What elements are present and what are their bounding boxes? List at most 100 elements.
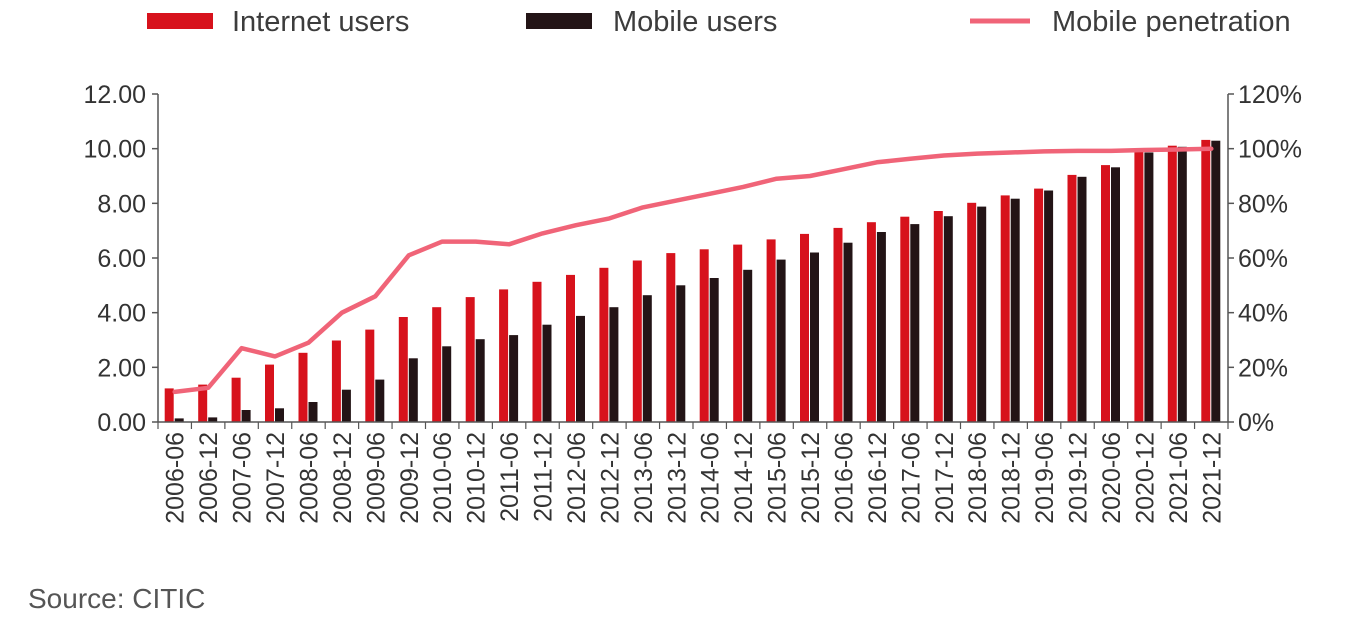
- y-tick-label-right: 100%: [1238, 136, 1302, 164]
- bar-internet-users: [766, 239, 776, 422]
- x-tick-label: 2009-06: [362, 432, 390, 524]
- bar-internet-users: [164, 388, 174, 422]
- x-tick-label: 2015-12: [797, 432, 825, 524]
- bar-internet-users: [833, 227, 843, 422]
- bar-internet-users: [1167, 145, 1177, 422]
- x-tick-label: 2013-12: [663, 432, 691, 524]
- y-tick-label-left: 12.00: [83, 81, 146, 109]
- bar-internet-users: [632, 260, 642, 422]
- bar-internet-users: [298, 352, 308, 422]
- chart-svg: Internet users Mobile users Mobile penet…: [83, 6, 1302, 524]
- bar-mobile-users: [509, 335, 519, 422]
- bar-mobile-users: [1077, 176, 1087, 422]
- bar-internet-users: [398, 317, 408, 422]
- bar-mobile-users: [1211, 140, 1221, 422]
- bar-internet-users: [198, 384, 208, 422]
- x-tick-label: 2017-06: [897, 432, 925, 524]
- x-tick-label: 2015-06: [764, 432, 792, 524]
- legend: Internet users Mobile users Mobile penet…: [147, 6, 1291, 38]
- legend-swatch-mobile: [526, 13, 592, 29]
- y-tick-label-left: 4.00: [97, 300, 146, 328]
- x-tick-label: 2016-06: [830, 432, 858, 524]
- line-layer: [172, 146, 1214, 395]
- legend-label-internet: Internet users: [232, 6, 409, 38]
- bar-mobile-users: [843, 242, 853, 422]
- bar-mobile-users: [408, 358, 418, 422]
- y-tick-label-left: 0.00: [97, 409, 146, 437]
- x-tick-label: 2014-12: [730, 432, 758, 524]
- bar-internet-users: [933, 211, 943, 422]
- bar-internet-users: [265, 364, 274, 422]
- legend-swatch-internet: [147, 13, 213, 29]
- x-tick-label: 2013-06: [630, 432, 658, 524]
- bar-internet-users: [1034, 188, 1044, 422]
- x-tick-label: 2010-06: [429, 432, 457, 524]
- bars: [164, 139, 1221, 423]
- bar-internet-users: [967, 202, 977, 422]
- bar-internet-users: [465, 297, 475, 422]
- bar-mobile-users: [375, 379, 385, 422]
- bar-mobile-users: [1144, 152, 1154, 422]
- x-tick-label: 2009-12: [396, 432, 424, 524]
- x-tick-label: 2006-12: [195, 432, 223, 524]
- bar-internet-users: [365, 329, 375, 422]
- x-tick-label: 2016-12: [864, 432, 892, 524]
- y-tick-label-right: 60%: [1238, 245, 1288, 273]
- y-tick-label-right: 0%: [1238, 409, 1274, 437]
- bar-internet-users: [900, 216, 910, 422]
- bar-mobile-users: [709, 278, 719, 422]
- bar-mobile-users: [1177, 146, 1187, 423]
- legend-label-mobile: Mobile users: [613, 6, 777, 38]
- bar-internet-users: [699, 249, 709, 422]
- bar-mobile-users: [642, 295, 652, 422]
- bar-mobile-users: [743, 269, 753, 422]
- bar-mobile-users: [676, 285, 686, 422]
- x-tick-label: 2018-06: [964, 432, 992, 524]
- x-tick-label: 2012-12: [596, 432, 624, 524]
- bar-mobile-users: [776, 259, 786, 422]
- bar-mobile-users: [1044, 190, 1054, 422]
- bar-internet-users: [1000, 195, 1010, 422]
- x-tick-label: 2010-12: [463, 432, 491, 524]
- x-tick-label: 2014-06: [697, 432, 725, 524]
- bar-mobile-users: [208, 417, 218, 422]
- x-tick-label: 2020-06: [1098, 432, 1126, 524]
- bar-mobile-users: [1010, 198, 1020, 422]
- bar-mobile-users: [576, 315, 585, 422]
- x-tick-label: 2007-06: [229, 432, 257, 524]
- y-tick-label-left: 10.00: [83, 136, 146, 164]
- bar-mobile-users: [910, 224, 920, 422]
- x-tick-label: 2018-12: [998, 432, 1026, 524]
- bar-mobile-users: [341, 389, 351, 422]
- y-tick-label-left: 2.00: [97, 354, 146, 382]
- x-tick-label: 2019-12: [1065, 432, 1093, 524]
- bar-internet-users: [331, 340, 341, 422]
- bar-mobile-users: [475, 339, 485, 422]
- bar-internet-users: [231, 377, 241, 422]
- x-tick-label: 2020-12: [1131, 432, 1159, 524]
- x-tick-label: 2011-12: [530, 432, 558, 522]
- y-tick-label-left: 6.00: [97, 245, 146, 273]
- bar-mobile-users: [542, 324, 552, 422]
- bar-mobile-users: [308, 402, 318, 422]
- bar-mobile-users: [810, 252, 819, 422]
- bar-mobile-users: [241, 410, 251, 422]
- bar-internet-users: [566, 274, 575, 422]
- x-tick-label: 2019-06: [1031, 432, 1059, 524]
- bar-mobile-users: [977, 206, 987, 422]
- bar-internet-users: [866, 222, 876, 422]
- bar-mobile-users: [174, 418, 184, 422]
- bar-internet-users: [599, 267, 609, 422]
- bar-mobile-users: [275, 408, 284, 422]
- source-note: Source: CITIC: [28, 583, 206, 614]
- y-tick-label-right: 120%: [1238, 81, 1302, 109]
- bar-mobile-users: [876, 232, 886, 422]
- y-tick-label-right: 40%: [1238, 300, 1288, 328]
- x-tick-label: 2007-12: [262, 432, 290, 524]
- x-tick-label: 2021-12: [1198, 432, 1226, 524]
- bar-internet-users: [1101, 165, 1110, 422]
- x-tick-label: 2011-06: [496, 432, 524, 522]
- bar-mobile-users: [609, 307, 619, 422]
- bar-mobile-users: [943, 216, 953, 422]
- bar-internet-users: [1067, 174, 1077, 422]
